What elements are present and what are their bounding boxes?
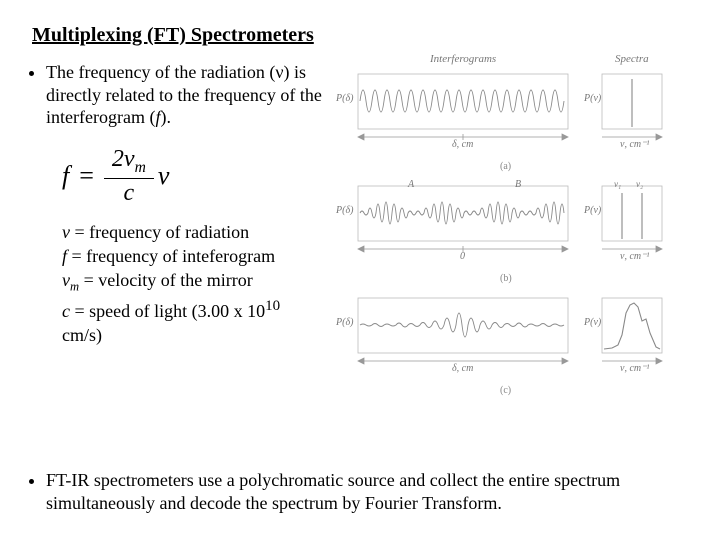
formula-lhs: f	[62, 161, 69, 191]
fig-a-cap: (a)	[500, 161, 511, 172]
definitions: ν = frequency of radiation f = frequency…	[62, 220, 322, 348]
content-row: The frequency of the radiation (ν) is di…	[32, 61, 688, 348]
bullet-item-2: FT-IR spectrometers use a polychromatic …	[46, 469, 688, 514]
fig-b-n1: ν₁	[614, 179, 621, 189]
fig-b-A: A	[408, 179, 414, 190]
formula-num-pre: 2ν	[112, 146, 135, 172]
bullet-list-2: FT-IR spectrometers use a polychromatic …	[46, 469, 688, 514]
def3-txt: = velocity of the mirror	[79, 270, 253, 290]
formula-frac: 2νm c	[104, 147, 154, 206]
text-column: The frequency of the radiation (ν) is di…	[32, 61, 330, 348]
footer-bullet: FT-IR spectrometers use a polychromatic …	[32, 469, 688, 514]
fig-a-interferogram: P(δ) δ, cm	[340, 69, 580, 154]
fig-a-yl: P(δ)	[336, 93, 353, 104]
def3-sym-pre: ν	[62, 270, 70, 290]
fig-c-xl: δ, cm	[452, 363, 473, 374]
formula-eq: =	[79, 161, 94, 191]
b1-nu: ν	[275, 62, 283, 82]
formula-den: c	[124, 179, 135, 206]
page-title: Multiplexing (FT) Spectrometers	[32, 24, 688, 47]
formula-num: 2νm	[104, 147, 154, 179]
def1-txt: = frequency of radiation	[70, 222, 249, 242]
bullet-item-1: The frequency of the radiation (ν) is di…	[46, 61, 322, 129]
b1-pre: The frequency of the radiation (	[46, 62, 275, 82]
fig-c-yl: P(δ)	[336, 317, 353, 328]
def4-txt-a: = speed of light (3.00 x 10	[70, 301, 265, 321]
fig-a-xsl: ν, cm⁻¹	[620, 139, 649, 150]
fig-b-ysl: P(ν)	[584, 205, 601, 216]
def4-sup: 10	[265, 298, 280, 314]
fig-b-n2: ν₂	[636, 179, 643, 189]
formula: f = 2νm c ν	[62, 147, 322, 206]
def4-txt-b: cm/s)	[62, 325, 102, 345]
def-1: ν = frequency of radiation	[62, 220, 322, 244]
fig-c-interferogram: P(δ) δ, cm	[340, 293, 580, 378]
fig-a-xl: δ, cm	[452, 139, 473, 150]
fig-b-yl: P(δ)	[336, 205, 353, 216]
fig-b-B: B	[515, 179, 521, 190]
fig-header-left: Interferograms	[430, 53, 496, 65]
fig-c-ysl: P(ν)	[584, 317, 601, 328]
def3-sym-sub: m	[70, 280, 79, 294]
fig-b-interferogram: P(δ) A B 0	[340, 181, 580, 266]
fig-b-xl: 0	[460, 251, 465, 262]
fig-a-spectrum: P(ν) ν, cm⁻¹	[590, 69, 670, 154]
fig-a-ysl: P(ν)	[584, 93, 601, 104]
fig-c-spectrum: P(ν) ν, cm⁻¹	[590, 293, 670, 378]
fig-c-xsl: ν, cm⁻¹	[620, 363, 649, 374]
def-2: f = frequency of inteferogram	[62, 244, 322, 268]
formula-trail: ν	[158, 161, 170, 191]
slide: Multiplexing (FT) Spectrometers The freq…	[0, 0, 720, 540]
fig-header-right: Spectra	[615, 53, 649, 65]
def-4: c = speed of light (3.00 x 1010 cm/s)	[62, 296, 322, 348]
def1-sym: ν	[62, 222, 70, 242]
b1-post: ).	[160, 107, 171, 127]
def-3: νm = velocity of the mirror	[62, 268, 322, 296]
fig-c-cap: (c)	[500, 385, 511, 396]
def2-txt: = frequency of inteferogram	[67, 246, 275, 266]
bullet-list-1: The frequency of the radiation (ν) is di…	[46, 61, 322, 129]
def4-sym: c	[62, 301, 70, 321]
fig-b-cap: (b)	[500, 273, 512, 284]
formula-num-sub: m	[135, 158, 146, 175]
fig-b-spectrum: P(ν) ν₁ ν₂ ν, cm⁻¹	[590, 181, 670, 266]
fig-b-xsl: ν, cm⁻¹	[620, 251, 649, 262]
